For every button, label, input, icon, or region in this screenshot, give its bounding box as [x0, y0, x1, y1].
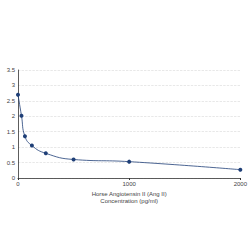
svg-text:3.5: 3.5	[7, 67, 16, 73]
svg-text:1000: 1000	[122, 181, 136, 187]
svg-text:0: 0	[16, 181, 20, 187]
svg-text:3: 3	[12, 82, 16, 88]
svg-text:1: 1	[12, 144, 16, 150]
svg-text:0: 0	[12, 175, 16, 181]
svg-text:1.5: 1.5	[7, 129, 16, 135]
svg-text:2.5: 2.5	[7, 98, 16, 104]
svg-text:Concentration (pg/ml): Concentration (pg/ml)	[100, 198, 158, 204]
svg-text:Horse Angiotensin II (Ang II): Horse Angiotensin II (Ang II)	[92, 191, 167, 197]
svg-text:2: 2	[12, 113, 16, 119]
svg-text:2000: 2000	[234, 181, 248, 187]
svg-text:0.5: 0.5	[7, 160, 16, 166]
